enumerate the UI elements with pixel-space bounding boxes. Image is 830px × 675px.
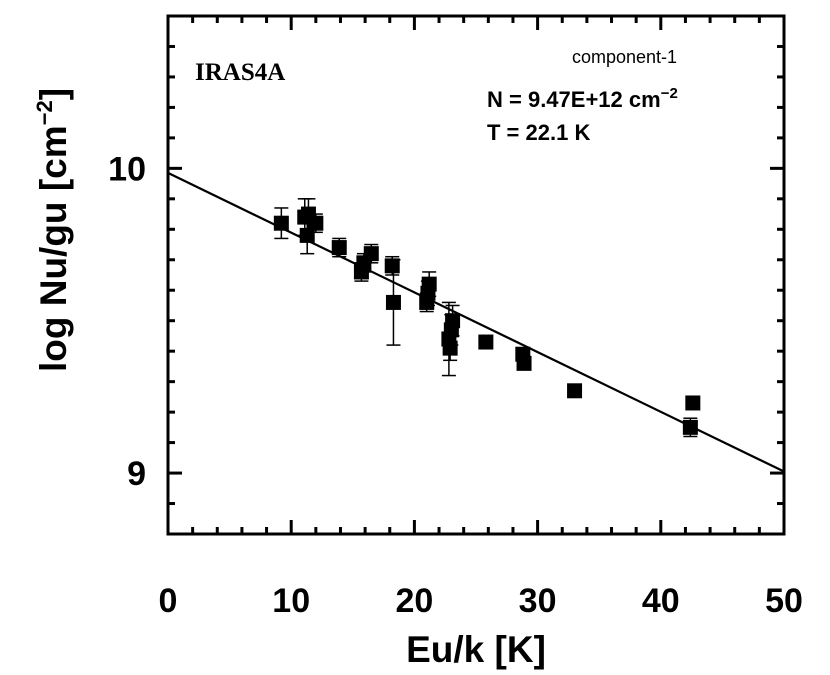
x-axis-title: Eu/k [K] (406, 629, 546, 670)
data-point (478, 334, 494, 350)
data-point (363, 246, 379, 262)
component-label: component-1 (572, 47, 677, 67)
data-point (685, 395, 701, 411)
x-tick-label: 30 (519, 582, 557, 620)
tick-labels: 0 10 20 30 40 50 9 10 (108, 150, 803, 620)
column-density-sup: −2 (661, 85, 678, 102)
data-point (442, 340, 458, 356)
column-density-label: N = 9.47E+12 cm−2 (487, 85, 678, 112)
column-density-main: N = 9.47E+12 cm (487, 87, 661, 112)
data-point (385, 294, 401, 310)
data-point (331, 240, 347, 256)
x-tick-label: 20 (395, 582, 433, 620)
data-point (445, 313, 461, 329)
y-tick-label: 9 (127, 455, 146, 493)
data-point (273, 215, 289, 231)
y-axis-title-main: log Nu/gu [cm (33, 125, 74, 372)
y-tick-label: 10 (108, 150, 146, 188)
data-point (308, 215, 324, 231)
data-point (421, 276, 437, 292)
data-point (682, 419, 698, 435)
x-tick-label: 40 (642, 582, 680, 620)
x-tick-label: 10 (272, 582, 310, 620)
y-axis-title-sup: −2 (32, 100, 57, 125)
data-points-layer (273, 198, 701, 438)
y-axis-title-close: ] (33, 88, 74, 100)
fit-line (167, 171, 785, 473)
fit-line-layer (167, 171, 785, 473)
data-point (384, 258, 400, 274)
y-axis-title: log Nu/gu [cm−2] (32, 88, 74, 372)
data-point (567, 383, 583, 399)
x-tick-label: 0 (159, 582, 178, 620)
data-point (516, 355, 532, 371)
temperature-label: T = 22.1 K (487, 120, 590, 145)
x-tick-label: 50 (765, 582, 803, 620)
plot-frame (166, 14, 786, 536)
axis-ticks (166, 14, 786, 534)
source-label: IRAS4A (195, 59, 285, 86)
